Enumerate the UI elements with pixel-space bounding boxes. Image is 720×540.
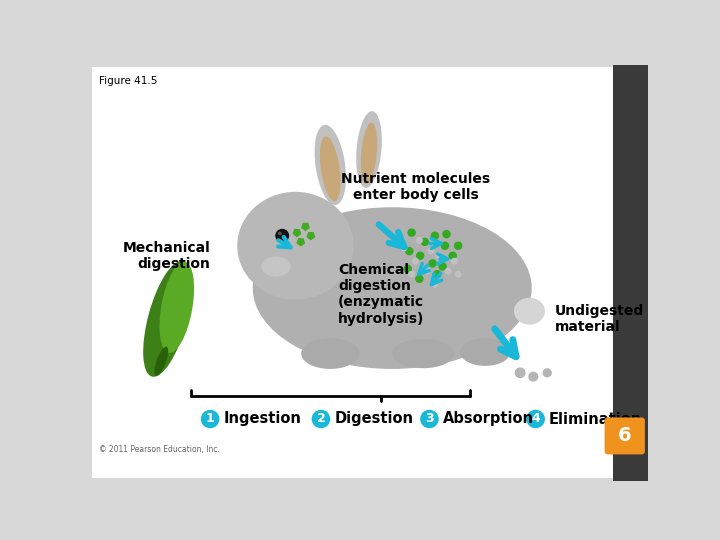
Circle shape — [416, 237, 423, 244]
Text: Figure 41.5: Figure 41.5 — [99, 76, 158, 85]
Circle shape — [428, 248, 434, 254]
Circle shape — [441, 241, 449, 250]
Circle shape — [428, 259, 437, 268]
Text: 4: 4 — [531, 413, 540, 426]
Circle shape — [201, 410, 220, 428]
Circle shape — [416, 252, 424, 260]
Ellipse shape — [160, 262, 194, 353]
Ellipse shape — [253, 207, 532, 369]
Text: Elimination: Elimination — [549, 411, 642, 427]
Circle shape — [436, 252, 442, 259]
Circle shape — [400, 245, 408, 252]
Circle shape — [420, 410, 438, 428]
Circle shape — [431, 232, 439, 240]
Ellipse shape — [361, 123, 377, 184]
Circle shape — [433, 270, 441, 279]
Text: 3: 3 — [425, 413, 433, 426]
Text: Digestion: Digestion — [334, 411, 413, 427]
Text: Absorption: Absorption — [443, 411, 534, 427]
Circle shape — [438, 262, 447, 271]
Circle shape — [405, 247, 413, 255]
Circle shape — [420, 238, 429, 246]
Circle shape — [278, 232, 282, 235]
Circle shape — [412, 258, 419, 265]
Circle shape — [408, 271, 415, 278]
Text: 6: 6 — [618, 427, 631, 446]
Text: Chemical
digestion
(enzymatic
hydrolysis): Chemical digestion (enzymatic hydrolysis… — [338, 263, 424, 326]
Circle shape — [515, 367, 526, 378]
Circle shape — [415, 275, 423, 283]
Ellipse shape — [261, 256, 291, 276]
Circle shape — [454, 241, 462, 250]
Circle shape — [444, 268, 451, 275]
Circle shape — [449, 252, 457, 260]
Circle shape — [275, 229, 289, 242]
Text: 2: 2 — [317, 413, 325, 426]
Text: © 2011 Pearson Education, Inc.: © 2011 Pearson Education, Inc. — [99, 446, 220, 455]
Text: Nutrient molecules
enter body cells: Nutrient molecules enter body cells — [341, 172, 490, 202]
Ellipse shape — [238, 192, 354, 300]
Text: 1: 1 — [206, 413, 215, 426]
Bar — [613, 65, 648, 481]
Text: Undigested
material: Undigested material — [555, 304, 644, 334]
FancyBboxPatch shape — [605, 417, 645, 455]
Circle shape — [408, 228, 416, 237]
Ellipse shape — [460, 338, 510, 366]
Circle shape — [454, 271, 462, 278]
Circle shape — [543, 368, 552, 377]
Circle shape — [423, 268, 431, 275]
Ellipse shape — [320, 136, 341, 201]
Circle shape — [451, 258, 458, 265]
Ellipse shape — [392, 339, 454, 368]
Ellipse shape — [143, 261, 192, 377]
Ellipse shape — [315, 125, 346, 205]
Circle shape — [528, 372, 539, 382]
Circle shape — [394, 236, 402, 245]
Circle shape — [442, 230, 451, 239]
Circle shape — [431, 281, 438, 288]
Ellipse shape — [514, 298, 545, 325]
Circle shape — [312, 410, 330, 428]
Circle shape — [403, 265, 412, 273]
Circle shape — [526, 410, 545, 428]
Ellipse shape — [356, 111, 382, 188]
Ellipse shape — [154, 347, 168, 376]
Text: Mechanical
digestion: Mechanical digestion — [122, 241, 210, 271]
Ellipse shape — [301, 338, 359, 369]
Text: Ingestion: Ingestion — [223, 411, 301, 427]
